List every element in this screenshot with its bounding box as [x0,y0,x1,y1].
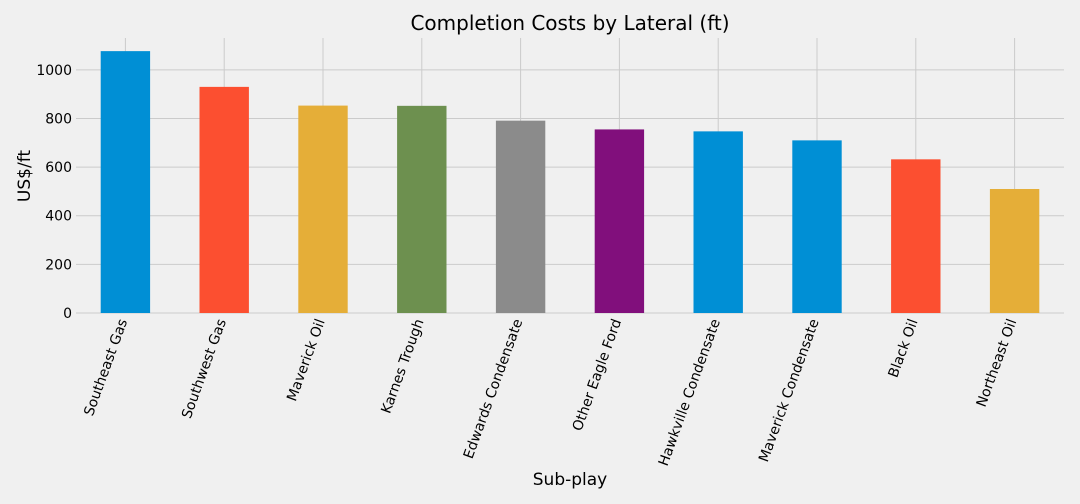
bar [298,105,348,313]
y-tick-label: 1000 [36,63,72,79]
bar [989,188,1040,313]
bar [495,120,546,314]
bar [100,51,151,313]
bar [693,131,743,313]
y-axis-label: US$/ft [15,150,35,202]
y-tick-labels: 0 200 400 600 800 1000 [36,63,72,322]
bar [397,105,447,313]
y-tick-label: 400 [45,209,72,225]
bar [891,159,941,313]
x-axis-label: Sub-play [533,470,607,490]
y-tick-label: 0 [63,306,72,322]
bar [792,140,842,313]
bar [594,129,645,313]
y-tick-label: 800 [45,111,72,127]
bar [199,86,249,313]
bars [100,51,1040,314]
y-tick-label: 200 [45,257,72,273]
y-tick-label: 600 [45,160,72,176]
chart-title: Completion Costs by Lateral (ft) [410,11,729,35]
